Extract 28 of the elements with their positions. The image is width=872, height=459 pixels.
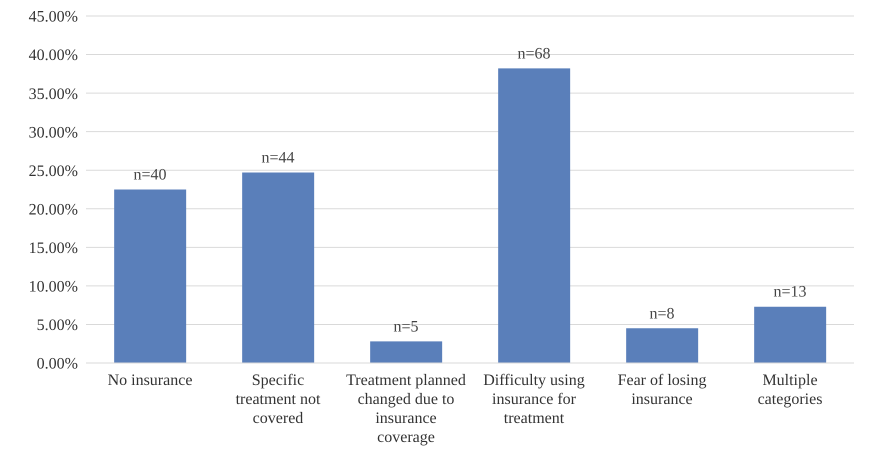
- y-tick-label: 45.00%: [28, 8, 78, 26]
- bar: [114, 190, 186, 363]
- bar: [370, 341, 442, 363]
- annotation: n=13: [773, 284, 807, 301]
- annotation: n=5: [393, 318, 419, 336]
- annotation: n=40: [133, 166, 167, 184]
- x-tick-label: Multiple categories: [758, 372, 822, 408]
- bar: [754, 306, 826, 363]
- x-tick-label: Difficulty using insurance for treatment: [483, 372, 585, 427]
- y-tick-label: 20.00%: [28, 201, 78, 218]
- annotation: n=8: [649, 305, 675, 322]
- bar: [626, 328, 698, 363]
- y-tick-label: 5.00%: [36, 317, 78, 334]
- y-tick-label: 10.00%: [28, 278, 78, 296]
- x-tick-label: Specific treatment not covered: [236, 372, 321, 427]
- bar: [242, 172, 314, 363]
- y-tick-label: 30.00%: [28, 124, 78, 142]
- x-tick-label: Fear of losing insurance: [618, 372, 706, 408]
- bar: [498, 68, 570, 363]
- annotation: n=44: [261, 150, 295, 167]
- y-tick-label: 25.00%: [28, 162, 78, 180]
- x-tick-label: No insurance: [108, 372, 192, 389]
- y-tick-label: 15.00%: [28, 240, 78, 258]
- y-tick-label: 0.00%: [36, 356, 78, 373]
- x-tick-label: Treatment planned changed due to insurance coverage: [346, 372, 466, 446]
- annotation: n=68: [517, 45, 551, 62]
- y-tick-label: 40.00%: [28, 47, 78, 64]
- y-tick-label: 35.00%: [28, 86, 78, 103]
